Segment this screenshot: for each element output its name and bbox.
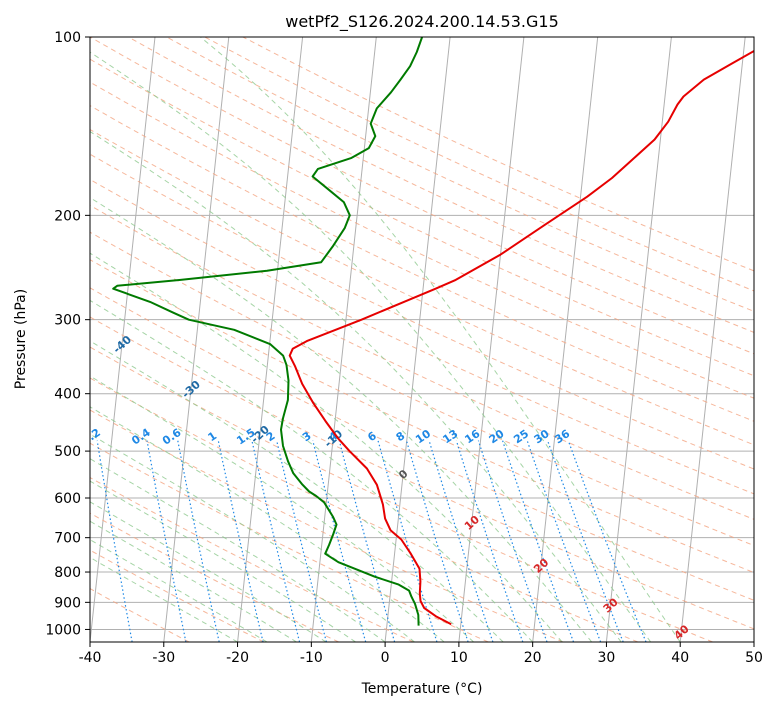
moist-adiabat-line	[90, 375, 474, 642]
y-axis-title: Pressure (hPa)	[13, 289, 29, 389]
mixing-ratio-line	[217, 440, 264, 642]
isotherm-line	[384, 37, 451, 642]
mixing-ratio-line	[502, 440, 575, 642]
moist-adiabat-line	[90, 252, 563, 642]
x-tick-label: 50	[745, 650, 763, 666]
dry-adiabat-line	[90, 287, 754, 601]
y-tick-label: 600	[54, 491, 81, 507]
x-tick-label: -30	[152, 650, 175, 666]
moist-adiabat-line	[90, 51, 652, 642]
y-tick-label: 500	[54, 444, 81, 460]
dry-adiabat-line	[128, 37, 754, 333]
y-tick-label: 300	[54, 313, 81, 329]
moist-adiabat-line	[90, 299, 534, 642]
isotherm-line	[679, 37, 746, 642]
x-tick-label: 30	[598, 650, 616, 666]
dry-adiabat-line	[90, 178, 754, 495]
y-tick-label: 800	[54, 565, 81, 581]
dry-adiabat-line	[90, 409, 564, 642]
mixing-ratio-line	[276, 440, 327, 642]
x-tick-label: -10	[300, 650, 323, 666]
x-tick-label: 40	[671, 650, 689, 666]
dry-adiabat-line	[90, 128, 754, 446]
isotherm-line	[163, 37, 230, 642]
dry-adiabat-line	[90, 259, 754, 574]
dry-adiabat-line	[90, 81, 754, 399]
y-tick-label: 400	[54, 387, 81, 403]
moist-adiabat-line	[90, 556, 238, 642]
dry-adiabat-line	[90, 316, 754, 630]
moist-adiabat-line	[90, 406, 445, 642]
dry-adiabat-line	[90, 231, 754, 547]
moist-adiabat-line	[90, 520, 297, 642]
dry-adiabat-line	[90, 442, 489, 642]
moist-adiabat-line	[90, 433, 415, 642]
y-axis: 100 200 300 400 500 600 700 800 900 1000	[45, 30, 90, 638]
dry-adiabat-line	[90, 346, 713, 642]
x-axis: -40 -30 -20 -10 0 10 20 30 40 50	[79, 642, 763, 666]
moist-adiabat-line	[90, 197, 593, 642]
x-axis-title: Temperature (°C)	[361, 681, 483, 697]
y-tick-label: 1000	[45, 622, 81, 638]
y-tick-label: 900	[54, 595, 81, 611]
mixing-ratio-line	[177, 440, 220, 642]
mixing-ratio-line	[251, 440, 301, 642]
moist-adiabat-line	[90, 458, 386, 642]
y-tick-label: 700	[54, 531, 81, 547]
y-tick-label: 200	[54, 208, 81, 224]
dry-adiabat-line	[90, 549, 265, 642]
mixing-ratio-line	[338, 440, 396, 642]
chart-title: wetPf2_S126.2024.200.14.53.G15	[285, 12, 559, 32]
profile-series	[112, 37, 754, 626]
temperature-profile-line	[288, 49, 754, 626]
dry-adiabat-line	[90, 37, 754, 355]
plot-frame	[89, 36, 755, 643]
dewpoint-profile-line	[112, 37, 424, 626]
dry-adiabat-line	[90, 476, 414, 642]
x-tick-label: -40	[79, 650, 102, 666]
isotherm-line	[90, 37, 156, 642]
background-lines	[90, 37, 754, 642]
x-tick-label: 20	[524, 650, 542, 666]
dry-adiabat-line	[204, 37, 754, 292]
mixing-ratio-line	[96, 440, 133, 642]
mixing-ratio-line	[146, 440, 187, 642]
mixing-ratio-line	[526, 440, 602, 642]
x-tick-label: 10	[450, 650, 468, 666]
mixing-ratio-line	[377, 440, 438, 642]
x-tick-label: 0	[381, 650, 390, 666]
moist-adiabat-line	[90, 480, 356, 642]
isotherm-line	[605, 37, 672, 642]
mixing-ratio-line	[312, 440, 367, 642]
dry-adiabat-line	[90, 204, 754, 520]
moist-adiabat-line	[90, 539, 268, 642]
isotherm-line	[237, 37, 304, 642]
x-tick-label: -20	[226, 650, 249, 666]
y-tick-label: 100	[54, 30, 81, 46]
